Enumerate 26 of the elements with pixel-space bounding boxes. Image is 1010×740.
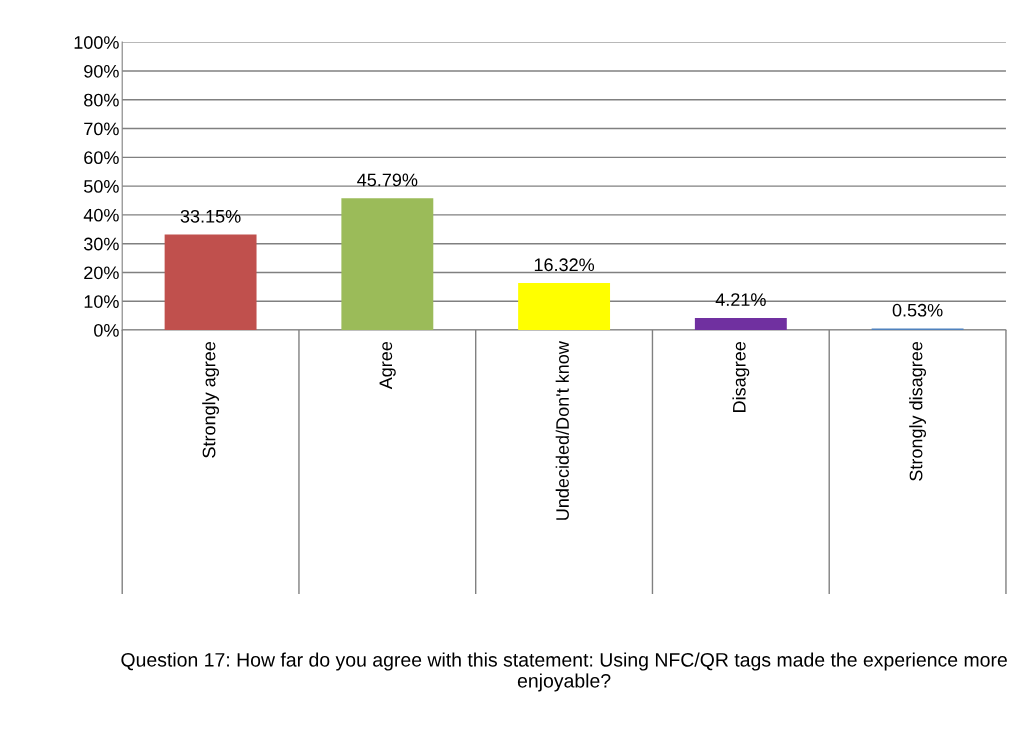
data-label: 4.21% <box>715 293 766 306</box>
y-tick-label: 10% <box>84 295 119 308</box>
y-tick-label: 20% <box>84 266 119 280</box>
y-tick-label: 70% <box>84 122 119 136</box>
y-tick-label: 40% <box>83 208 119 222</box>
y-tick-label: 80% <box>84 93 119 107</box>
y-tick-label: 30% <box>83 237 119 251</box>
x-tick-label: Disagree <box>732 341 750 412</box>
y-tick-label: 60% <box>84 151 119 165</box>
y-tick-label: 100% <box>74 36 119 49</box>
bar <box>694 317 787 331</box>
x-tick-label: Strongly agree <box>202 341 219 458</box>
bar <box>164 234 257 331</box>
text: Question 17: How far do you agree with this statement: Using NFC/QR tags made the experience more enjoyable? <box>121 652 1007 692</box>
y-tick-label: 0% <box>94 323 119 337</box>
x-tick-label: Strongly disagree <box>909 341 926 481</box>
data-label: 33.15% <box>180 209 241 223</box>
bar <box>518 283 611 331</box>
data-label: 0.53% <box>892 303 943 317</box>
x-tick-label: Undecided/Don't know <box>555 341 569 520</box>
data-label: 45.79% <box>357 173 418 187</box>
x-tick-label: Agree <box>379 341 396 390</box>
data-label: 16.32% <box>534 258 595 272</box>
y-tick-label: 90% <box>84 64 119 78</box>
bar <box>341 198 434 331</box>
y-tick-label: 50% <box>84 180 119 193</box>
